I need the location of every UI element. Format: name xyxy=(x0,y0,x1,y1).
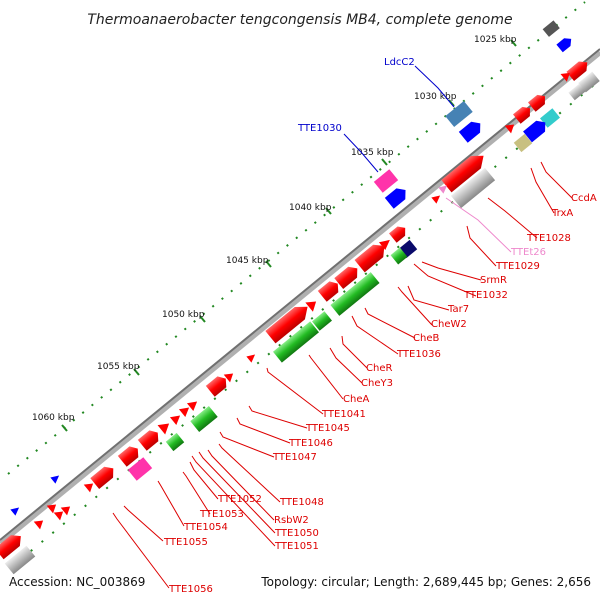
gene-label-tte1052[interactable]: TTE1052 xyxy=(217,494,262,505)
gene-label-tte1056[interactable]: TTE1056 xyxy=(168,584,213,595)
leader-lines xyxy=(112,65,573,589)
tick-label: 1060 kbp xyxy=(32,413,75,423)
gene-labels: LdcC2 TTE1030 CcdA TrxA TTE1028 TTEt26 T… xyxy=(163,57,597,595)
gene-label-tte1028[interactable]: TTE1028 xyxy=(526,233,571,244)
gene-label-chea[interactable]: CheA xyxy=(343,394,369,405)
gene-label-ldcc2[interactable]: LdcC2 xyxy=(384,57,415,68)
gene-label-tte1046[interactable]: TTE1046 xyxy=(288,438,333,449)
inner-scale-dots xyxy=(19,79,600,561)
tick-label: 1055 kbp xyxy=(97,362,140,372)
gene-label-cheb[interactable]: CheB xyxy=(413,333,439,344)
gene-label-srmr[interactable]: SrmR xyxy=(480,275,507,286)
accession-text: Accession: NC_003869 xyxy=(9,575,145,589)
gene-label-tte1047[interactable]: TTE1047 xyxy=(272,452,317,463)
gene-features xyxy=(0,20,600,575)
gene-label-tte1041[interactable]: TTE1041 xyxy=(321,409,366,420)
tick-label: 1030 kbp xyxy=(414,92,457,102)
gene-label-ccda[interactable]: CcdA xyxy=(571,193,597,204)
gene-label-ttet26[interactable]: TTEt26 xyxy=(510,247,546,258)
gene-label-tte1032[interactable]: TTE1032 xyxy=(463,290,508,301)
gene-label-tte1045[interactable]: TTE1045 xyxy=(305,423,350,434)
tick-label: 1025 kbp xyxy=(474,35,517,45)
gene-label-rsbw2[interactable]: RsbW2 xyxy=(274,515,309,526)
genome-backbone xyxy=(0,48,600,546)
gene-label-tte1030[interactable]: TTE1030 xyxy=(297,123,342,134)
gene-label-tte1048[interactable]: TTE1048 xyxy=(279,497,324,508)
gene-label-cher[interactable]: CheR xyxy=(366,363,392,374)
gene-label-trxa[interactable]: TrxA xyxy=(551,208,573,219)
kbp-labels: 1025 kbp 1030 kbp 1035 kbp 1040 kbp 1045… xyxy=(32,35,517,423)
scale-ticks xyxy=(61,39,517,432)
gene-label-chey3[interactable]: CheY3 xyxy=(361,378,393,389)
gene-label-tte1029[interactable]: TTE1029 xyxy=(495,261,540,272)
gene-label-tar7[interactable]: Tar7 xyxy=(447,304,469,315)
tick-label: 1040 kbp xyxy=(289,203,332,213)
gene-label-tte1050[interactable]: TTE1050 xyxy=(274,528,319,539)
tick-label: 1050 kbp xyxy=(162,310,205,320)
tick-label: 1045 kbp xyxy=(226,256,269,266)
scale-dots xyxy=(7,1,586,475)
map-title: Thermoanaerobacter tengcongensis MB4, co… xyxy=(87,12,512,28)
gene-label-tte1036[interactable]: TTE1036 xyxy=(396,349,441,360)
gene-label-chew2[interactable]: CheW2 xyxy=(431,319,467,330)
gene-label-tte1054[interactable]: TTE1054 xyxy=(183,522,228,533)
gene-label-tte1053[interactable]: TTE1053 xyxy=(199,509,244,520)
gene-label-tte1051[interactable]: TTE1051 xyxy=(274,541,319,552)
gene-label-tte1055[interactable]: TTE1055 xyxy=(163,537,208,548)
tick-label: 1035 kbp xyxy=(351,148,394,158)
topology-text: Topology: circular; Length: 2,689,445 bp… xyxy=(260,575,591,589)
